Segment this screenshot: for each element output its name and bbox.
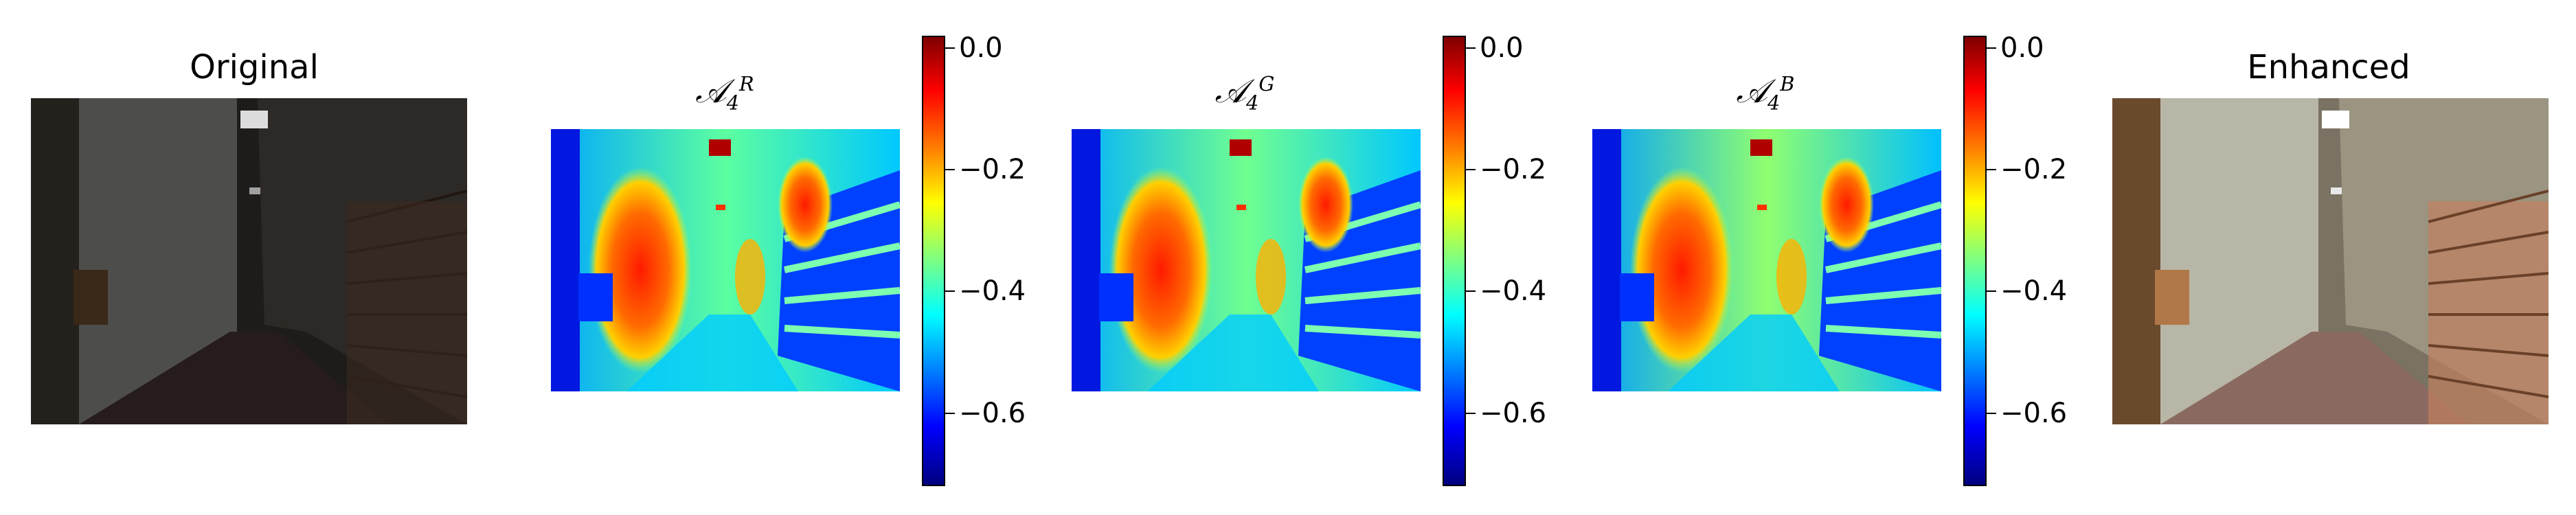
cbar-r-tick	[945, 412, 955, 414]
cbar-g-tick-label: −0.6	[1480, 397, 1547, 429]
title-ag4-sub: 4	[1246, 91, 1259, 115]
cbar-b-tick	[1987, 47, 1996, 49]
title-original: Original	[190, 48, 319, 87]
cbar-g-tick-label: −0.2	[1480, 154, 1547, 186]
cbar-g-tick	[1466, 169, 1476, 171]
enhanced-image	[2112, 98, 2549, 424]
original-image	[31, 98, 467, 424]
cbar-b-tick-label: −0.6	[2000, 397, 2068, 429]
cbar-b-tick-label: −0.4	[2000, 275, 2068, 308]
title-ag4-symbol: 𝒜	[1214, 72, 1247, 111]
title-ag4-sup: G	[1258, 72, 1275, 95]
title-ab4: 𝒜4B	[1697, 72, 1834, 115]
cbar-r-tick	[945, 290, 955, 293]
colorbar-r	[922, 36, 945, 486]
cbar-b-tick	[1987, 412, 1996, 414]
cbar-g-tick-label: 0.0	[1480, 32, 1524, 64]
cbar-r-tick	[945, 47, 955, 49]
title-ab4-symbol: 𝒜	[1736, 72, 1767, 111]
title-ar4-sub: 4	[726, 91, 740, 115]
title-ag4: 𝒜4G	[1176, 72, 1313, 115]
colorbar-g	[1443, 36, 1466, 486]
cbar-g-tick-label: −0.4	[1480, 275, 1547, 308]
title-ar4-symbol: 𝒜	[695, 72, 727, 111]
title-enhanced: Enhanced	[2247, 48, 2410, 87]
cbar-g-tick	[1466, 412, 1476, 414]
ar4-map	[551, 129, 900, 391]
cbar-b-tick	[1987, 290, 1996, 293]
cbar-g-tick	[1466, 47, 1476, 49]
cbar-b-tick-label: 0.0	[2000, 32, 2044, 64]
cbar-r-tick-label: −0.2	[959, 154, 1026, 186]
ab4-map	[1592, 129, 1941, 391]
cbar-g-tick	[1466, 290, 1476, 293]
cbar-b-tick	[1987, 169, 1996, 171]
colorbar-b	[1963, 36, 1987, 486]
title-ar4-sup: R	[739, 72, 754, 95]
title-ab4-sup: B	[1780, 72, 1795, 95]
cbar-b-tick-label: −0.2	[2000, 154, 2068, 186]
ag4-map	[1072, 129, 1421, 391]
title-ab4-sub: 4	[1767, 91, 1781, 115]
title-ar4: 𝒜4R	[656, 72, 793, 115]
cbar-r-tick-label: −0.6	[959, 397, 1026, 429]
cbar-r-tick-label: −0.4	[959, 275, 1026, 308]
cbar-r-tick	[945, 169, 955, 171]
cbar-r-tick-label: 0.0	[959, 32, 1003, 64]
